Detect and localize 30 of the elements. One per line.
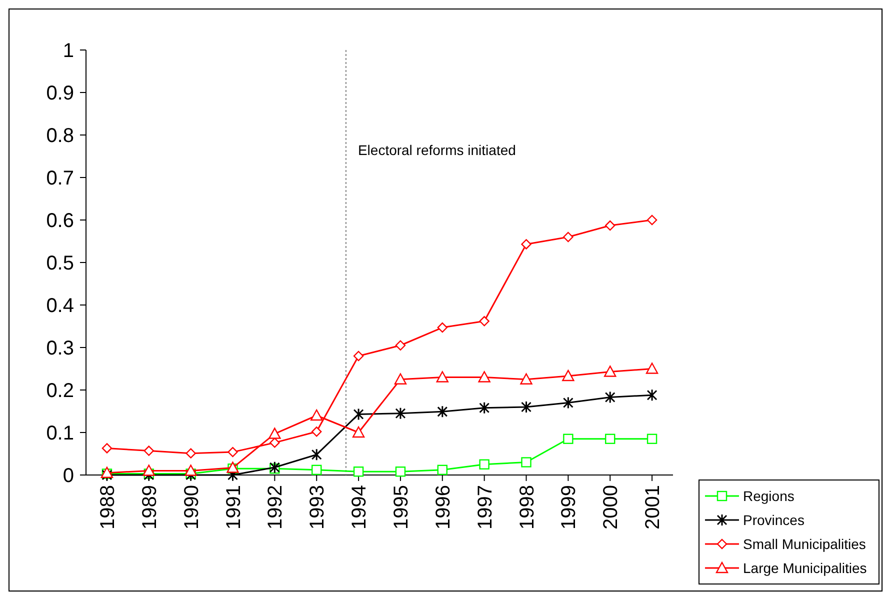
y-tick-label: 0.7 (46, 168, 74, 190)
x-tick-label: 1990 (180, 485, 203, 530)
x-tick-label: 1995 (390, 485, 412, 530)
y-tick-label: 0.2 (46, 380, 74, 402)
ref-line-label: Electoral reforms initiated (358, 142, 516, 158)
y-tick-label: 0.8 (46, 125, 74, 147)
x-tick-label: 2000 (600, 485, 622, 530)
x-tick-label: 1988 (96, 485, 119, 530)
y-tick-label: 1 (62, 40, 74, 62)
y-tick-label: 0.5 (46, 252, 74, 274)
x-tick-label: 1989 (138, 485, 161, 530)
y-tick-label: 0.9 (46, 82, 74, 104)
legend-label: Small Municipalities (743, 536, 866, 552)
legend-label: Provinces (743, 512, 804, 528)
y-tick-label: 0.1 (46, 422, 74, 444)
legend-label: Large Municipalities (743, 560, 867, 576)
y-tick-label: 0.4 (46, 295, 74, 317)
y-tick-label: 0.6 (46, 210, 74, 232)
x-tick-label: 1996 (432, 485, 454, 530)
legend-label: Regions (743, 488, 794, 504)
x-tick-label: 1994 (348, 485, 371, 530)
x-tick-label: 1991 (222, 485, 245, 530)
x-tick-label: 1999 (558, 485, 580, 530)
x-tick-label: 1992 (264, 485, 287, 530)
y-tick-label: 0 (62, 465, 74, 487)
x-tick-label: 1993 (306, 485, 329, 530)
y-tick-label: 0.3 (46, 338, 74, 360)
x-tick-label: 1997 (474, 485, 496, 530)
x-tick-label: 1998 (516, 485, 538, 530)
x-tick-label: 2001 (642, 485, 664, 530)
